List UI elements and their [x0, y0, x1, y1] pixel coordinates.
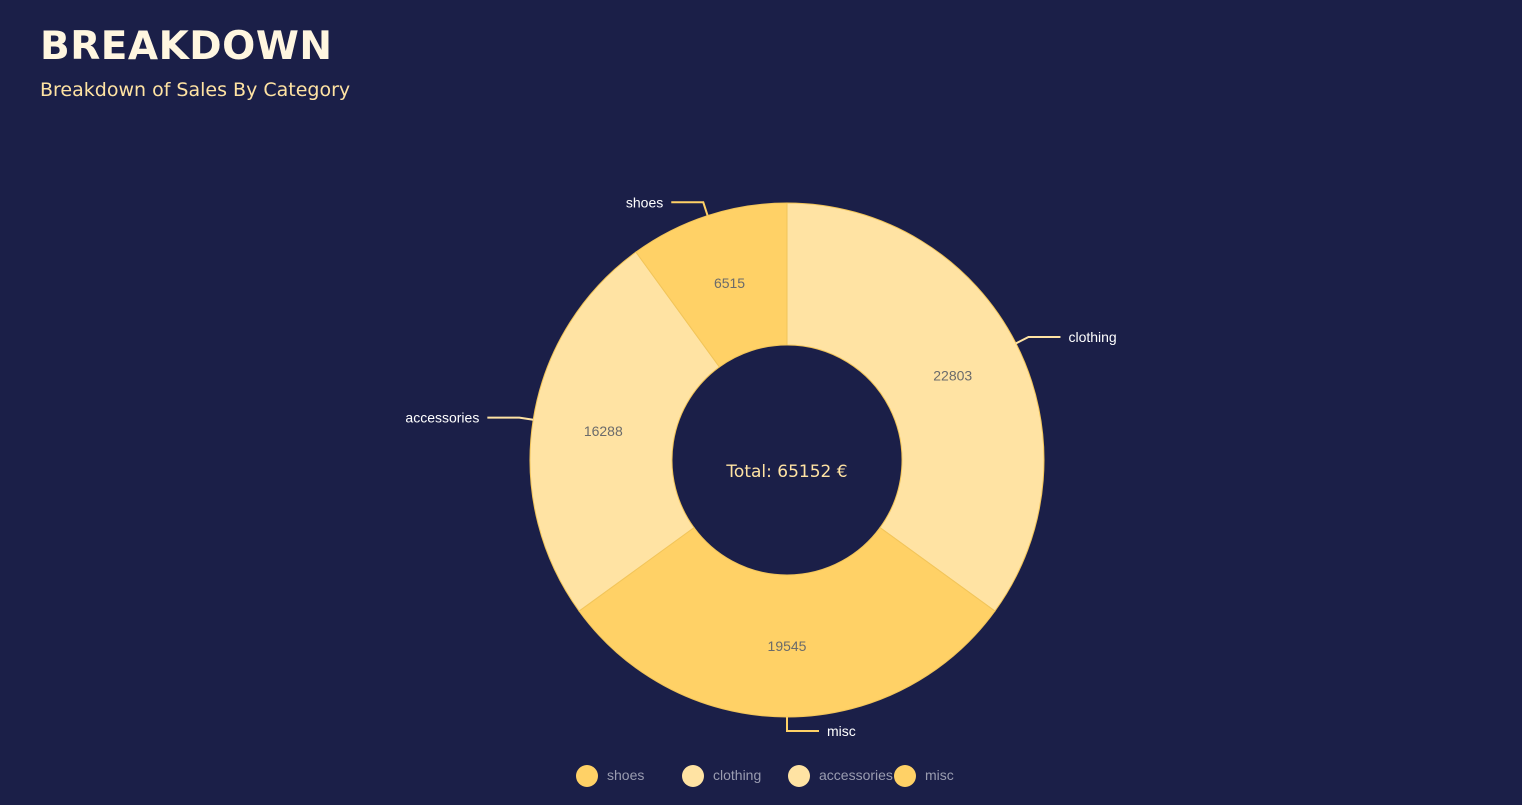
legend-label-shoes[interactable]: shoes [607, 767, 644, 783]
header: BREAKDOWN Breakdown of Sales By Category [40, 22, 350, 102]
chart-value-labels: 22803 19545 16288 6515 [584, 275, 973, 654]
legend-marker-misc[interactable] [894, 765, 916, 787]
page-subtitle: Breakdown of Sales By Category [40, 79, 351, 101]
chart-callouts: clothing misc accessories shoes [405, 194, 1116, 739]
callout-label-misc: misc [827, 723, 856, 739]
callout-line-misc [786, 717, 819, 732]
value-label-accessories: 16288 [584, 423, 623, 439]
legend-marker-clothing[interactable] [682, 765, 704, 787]
value-label-shoes: 6515 [714, 275, 745, 291]
slice-shoes[interactable] [635, 202, 788, 368]
page-title: BREAKDOWN [40, 24, 333, 69]
callout-label-shoes: shoes [626, 194, 663, 210]
legend-label-clothing[interactable]: clothing [713, 767, 761, 783]
value-label-clothing: 22803 [933, 368, 972, 384]
callout-label-clothing: clothing [1068, 329, 1116, 345]
legend-label-misc[interactable]: misc [925, 767, 954, 783]
callout-label-accessories: accessories [405, 410, 479, 426]
slice-clothing[interactable] [786, 202, 1045, 612]
chart-legend: shoes clothing accessories misc [576, 765, 954, 787]
callout-line-shoes [671, 201, 709, 216]
legend-label-accessories[interactable]: accessories [819, 767, 893, 783]
value-label-misc: 19545 [768, 638, 807, 654]
slice-accessories[interactable] [529, 251, 721, 612]
chart-center-total: Total: 65152 € [725, 462, 847, 482]
legend-marker-accessories[interactable] [788, 765, 810, 787]
slice-misc[interactable] [578, 526, 996, 718]
callout-line-clothing [1015, 335, 1061, 345]
chart-slices [529, 202, 1045, 718]
legend-marker-shoes[interactable] [576, 765, 598, 787]
callout-line-accessories [487, 416, 534, 421]
